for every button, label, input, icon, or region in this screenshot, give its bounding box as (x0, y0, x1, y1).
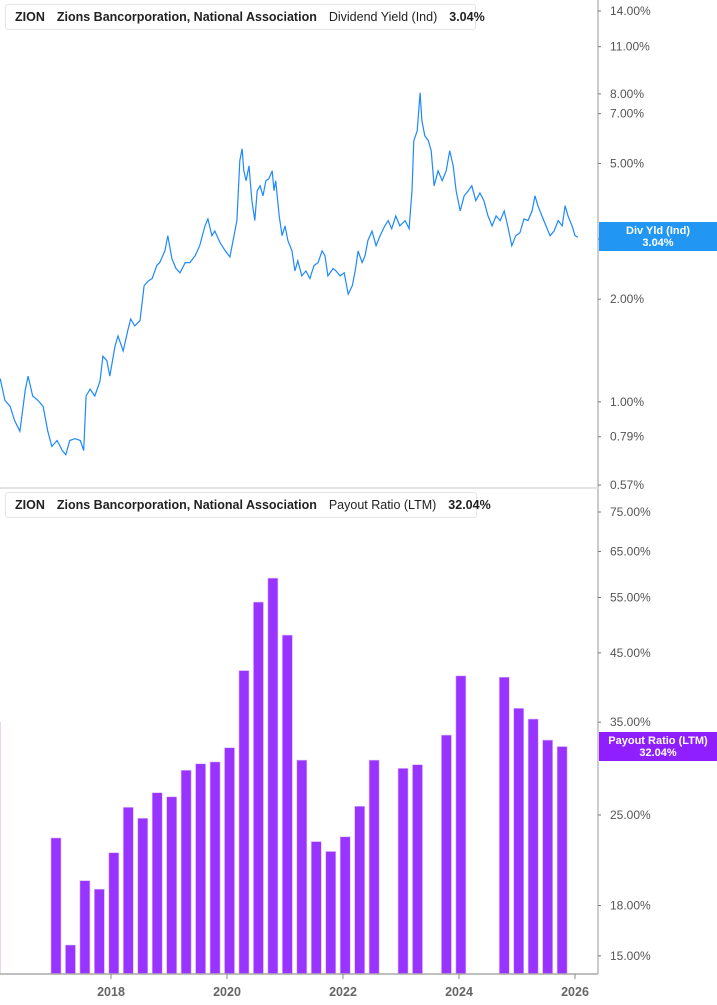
legend-metric: Dividend Yield (Ind) (328, 10, 438, 24)
dividend-yield-panel: 14.00%11.00%8.00%7.00%5.00%3.00%2.00%1.0… (0, 0, 651, 492)
payout-ratio-panel: 75.00% 65.00% 55.00% 45.00% 35.00% 25.00% 18.0… (0, 489, 651, 999)
y-tick-label: 2.00% (610, 292, 644, 306)
payout-bar (513, 708, 525, 975)
payout-bar (412, 764, 423, 975)
payout-bar (166, 796, 177, 975)
y-tick-label: 0.79% (610, 430, 644, 444)
payout-bar (368, 759, 380, 975)
payout-bar (253, 601, 264, 975)
y-tick-label: 75.00% (610, 505, 651, 519)
payout-bar (123, 807, 134, 975)
y-tick-label: 25.00% (610, 808, 651, 822)
payout-bar (282, 634, 293, 975)
badge-value: 32.04% (639, 747, 677, 759)
payout-bar (209, 761, 221, 975)
payout-bar (108, 852, 120, 975)
payout-bar (354, 805, 365, 975)
payout-bar (151, 792, 163, 975)
legend-metric: Payout Ratio (LTM) (328, 498, 437, 512)
x-tick-label: 2022 (329, 985, 357, 999)
payout-ratio-badge: Payout Ratio (LTM) 32.04% (599, 732, 717, 761)
y-tick-label: 65.00% (610, 544, 651, 558)
payout-bar (79, 880, 91, 975)
payout-bar (50, 837, 62, 975)
payout-bar (339, 836, 351, 975)
y-tick-label: 45.00% (610, 646, 651, 660)
dividend-yield-line (0, 92, 579, 456)
badge-value: 3.04% (642, 237, 674, 249)
legend-ticker: ZION (15, 498, 45, 512)
payout-bar (94, 888, 105, 975)
payout-bar (441, 734, 452, 975)
y-tick-label: 14.00% (610, 4, 651, 18)
y-tick-label: 35.00% (610, 715, 651, 729)
y-tick-label: 7.00% (610, 107, 644, 121)
payout-bar (180, 769, 192, 975)
payout-bar (310, 841, 322, 975)
y-tick-label: 18.00% (610, 899, 651, 913)
legend-value: 32.04% (448, 498, 491, 512)
y-tick-label: 11.00% (610, 40, 650, 54)
payout-bar (267, 577, 279, 975)
payout-bar (397, 768, 409, 975)
payout-bar (527, 718, 539, 975)
payout-bar (238, 670, 250, 975)
y-tick-label: 1.00% (610, 395, 644, 409)
legend-value: 3.04% (449, 10, 485, 24)
x-tick-label: 2020 (213, 985, 241, 999)
payout-bar (224, 747, 235, 975)
payout-bar (542, 739, 553, 975)
payout-bar (65, 944, 76, 975)
y-tick-label: 15.00% (610, 949, 651, 963)
badge-label: Div Yld (Ind) (626, 225, 690, 237)
legend-ticker: ZION (15, 10, 45, 24)
badge-label: Payout Ratio (LTM) (608, 735, 708, 747)
dividend-yield-badge: Div Yld (Ind) 3.04% (599, 222, 717, 251)
panel-divider (0, 487, 598, 489)
payout-bar (325, 851, 337, 975)
payout-bar (296, 759, 308, 975)
legend-company: Zions Bancorporation, National Associati… (56, 498, 317, 512)
y-tick-label: 5.00% (610, 156, 644, 170)
dividend-yield-legend: ZION Zions Bancorporation, National Asso… (5, 4, 485, 30)
payout-bar (137, 818, 149, 975)
payout-bar (195, 763, 206, 975)
legend-company: Zions Bancorporation, National Associati… (56, 10, 317, 24)
y-tick-label: 0.57% (610, 478, 644, 492)
payout-bar (455, 675, 467, 975)
payout-bar (498, 676, 510, 975)
payout-bar (556, 746, 568, 975)
x-tick-label: 2024 (445, 985, 473, 999)
payout-ratio-legend: ZION Zions Bancorporation, National Asso… (5, 492, 491, 518)
x-tick-label: 2026 (561, 985, 589, 999)
y-tick-label: 8.00% (610, 87, 644, 101)
x-tick-label: 2018 (97, 985, 125, 999)
y-tick-label: 55.00% (610, 591, 651, 605)
